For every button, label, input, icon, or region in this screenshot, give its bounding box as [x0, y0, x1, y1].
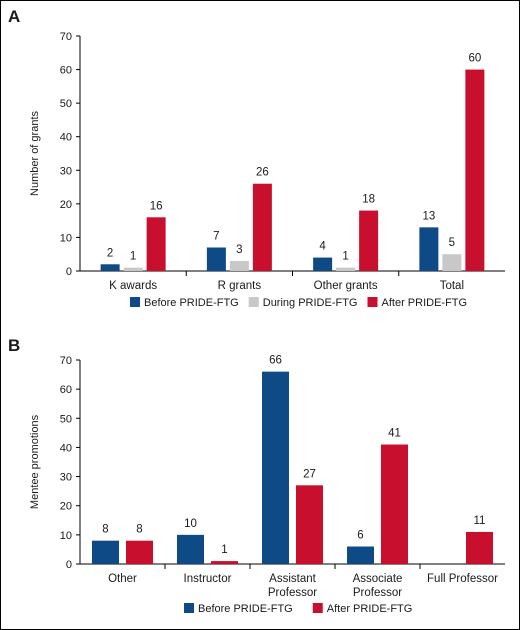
data-label-after-pride-ftg: 8 [136, 524, 142, 536]
y-tick-label: 70 [60, 355, 72, 367]
y-tick-label: 0 [66, 266, 72, 278]
y-tick-label: 70 [60, 31, 72, 43]
y-tick-label: 20 [60, 501, 72, 513]
y-tick-label: 30 [60, 472, 72, 484]
chart-panel-a: 0 10 20 30 40 50 60 70 Number of grants K awards 2… [29, 31, 505, 309]
y-axis-label: Number of grants [29, 111, 41, 196]
category-label: Other grants [314, 280, 378, 292]
data-label-before-pride-ftg: 2 [107, 247, 113, 259]
bar-before-pride-ftg [419, 227, 439, 271]
data-label-before-pride-ftg: 6 [357, 530, 363, 542]
y-tick-label: 60 [60, 65, 72, 77]
y-tick-label: 50 [60, 98, 72, 110]
data-label-after-pride-ftg: 1 [221, 544, 227, 556]
category-label: K awards [109, 280, 157, 292]
y-tick-label: 40 [60, 132, 72, 144]
bar-before-pride-ftg [177, 534, 204, 564]
y-tick-label: 30 [60, 165, 72, 177]
bar-after-pride-ftg [466, 531, 493, 564]
category-label: R grants [218, 280, 262, 292]
data-label-before-pride-ftg: 7 [213, 231, 219, 243]
bar-after-pride-ftg [359, 210, 379, 271]
data-label-after-pride-ftg: 11 [474, 515, 486, 527]
bar-during-pride-ftg [229, 260, 249, 271]
legend-swatch-before-pride-ftg [130, 297, 140, 307]
bar-after-pride-ftg [252, 183, 272, 271]
bar-after-pride-ftg [126, 540, 153, 564]
bar-after-pride-ftg [146, 217, 166, 271]
y-tick-label: 10 [60, 232, 72, 244]
legend-label-before-pride-ftg: Before PRIDE-FTG [198, 603, 293, 615]
legend-label-after-pride-ftg: After PRIDE-FTG [382, 297, 468, 309]
bar-after-pride-ftg [381, 444, 408, 564]
bar-during-pride-ftg [442, 254, 462, 271]
data-label-before-pride-ftg: 4 [319, 241, 326, 253]
data-label-during-pride-ftg: 5 [449, 237, 455, 249]
legend-swatch-after-pride-ftg [312, 603, 323, 613]
legend-swatch-before-pride-ftg [184, 603, 194, 613]
y-tick-label: 60 [60, 384, 72, 396]
bar-before-pride-ftg [262, 371, 289, 564]
category-label: Total [440, 280, 464, 292]
data-label-during-pride-ftg: 1 [342, 251, 348, 263]
data-label-after-pride-ftg: 26 [256, 167, 269, 179]
bar-before-pride-ftg [347, 546, 374, 564]
bar-after-pride-ftg [296, 485, 323, 564]
data-label-after-pride-ftg: 60 [468, 53, 481, 65]
data-label-before-pride-ftg: 13 [422, 210, 435, 222]
bar-after-pride-ftg [211, 561, 238, 564]
data-label-after-pride-ftg: 41 [388, 428, 401, 440]
bar-before-pride-ftg [313, 257, 333, 271]
bar-before-pride-ftg [100, 264, 120, 271]
y-tick-label: 40 [60, 442, 72, 454]
bar-before-pride-ftg [206, 247, 226, 271]
panel-label-a: A [8, 7, 20, 26]
legend-label-during-pride-ftg: During PRIDE-FTG [263, 297, 358, 309]
legend-swatch-after-pride-ftg [367, 297, 378, 307]
data-label-after-pride-ftg: 18 [362, 194, 375, 206]
category-label: Other [108, 573, 137, 585]
y-tick-label: 10 [60, 530, 72, 542]
bar-after-pride-ftg [465, 69, 485, 271]
data-label-before-pride-ftg: 66 [269, 355, 282, 367]
bar-before-pride-ftg [92, 540, 119, 564]
data-label-during-pride-ftg: 3 [236, 244, 242, 256]
legend-swatch-during-pride-ftg [248, 297, 259, 307]
category-label: Assistant Professor [268, 573, 317, 599]
data-label-after-pride-ftg: 16 [150, 200, 163, 212]
category-label: Instructor [184, 573, 232, 585]
data-label-during-pride-ftg: 1 [130, 251, 136, 263]
panel-label-b: B [8, 336, 20, 355]
bar-during-pride-ftg [336, 267, 356, 271]
chart-panel-b: 0 10 20 30 40 50 60 70 Mentee promotions Other 8 8 I… [29, 355, 505, 615]
data-label-before-pride-ftg: 8 [102, 524, 108, 536]
category-label: Associate Professor [353, 573, 403, 599]
category-label: Full Professor [427, 573, 498, 585]
legend-label-before-pride-ftg: Before PRIDE-FTG [144, 297, 239, 309]
y-tick-label: 0 [66, 559, 72, 571]
y-tick-label: 50 [60, 413, 72, 425]
bar-during-pride-ftg [123, 267, 143, 271]
legend-label-after-pride-ftg: After PRIDE-FTG [327, 603, 413, 615]
data-label-before-pride-ftg: 10 [184, 518, 197, 530]
y-axis-label: Mentee promotions [29, 414, 41, 509]
data-label-after-pride-ftg: 27 [303, 468, 316, 480]
y-tick-label: 20 [60, 199, 72, 211]
